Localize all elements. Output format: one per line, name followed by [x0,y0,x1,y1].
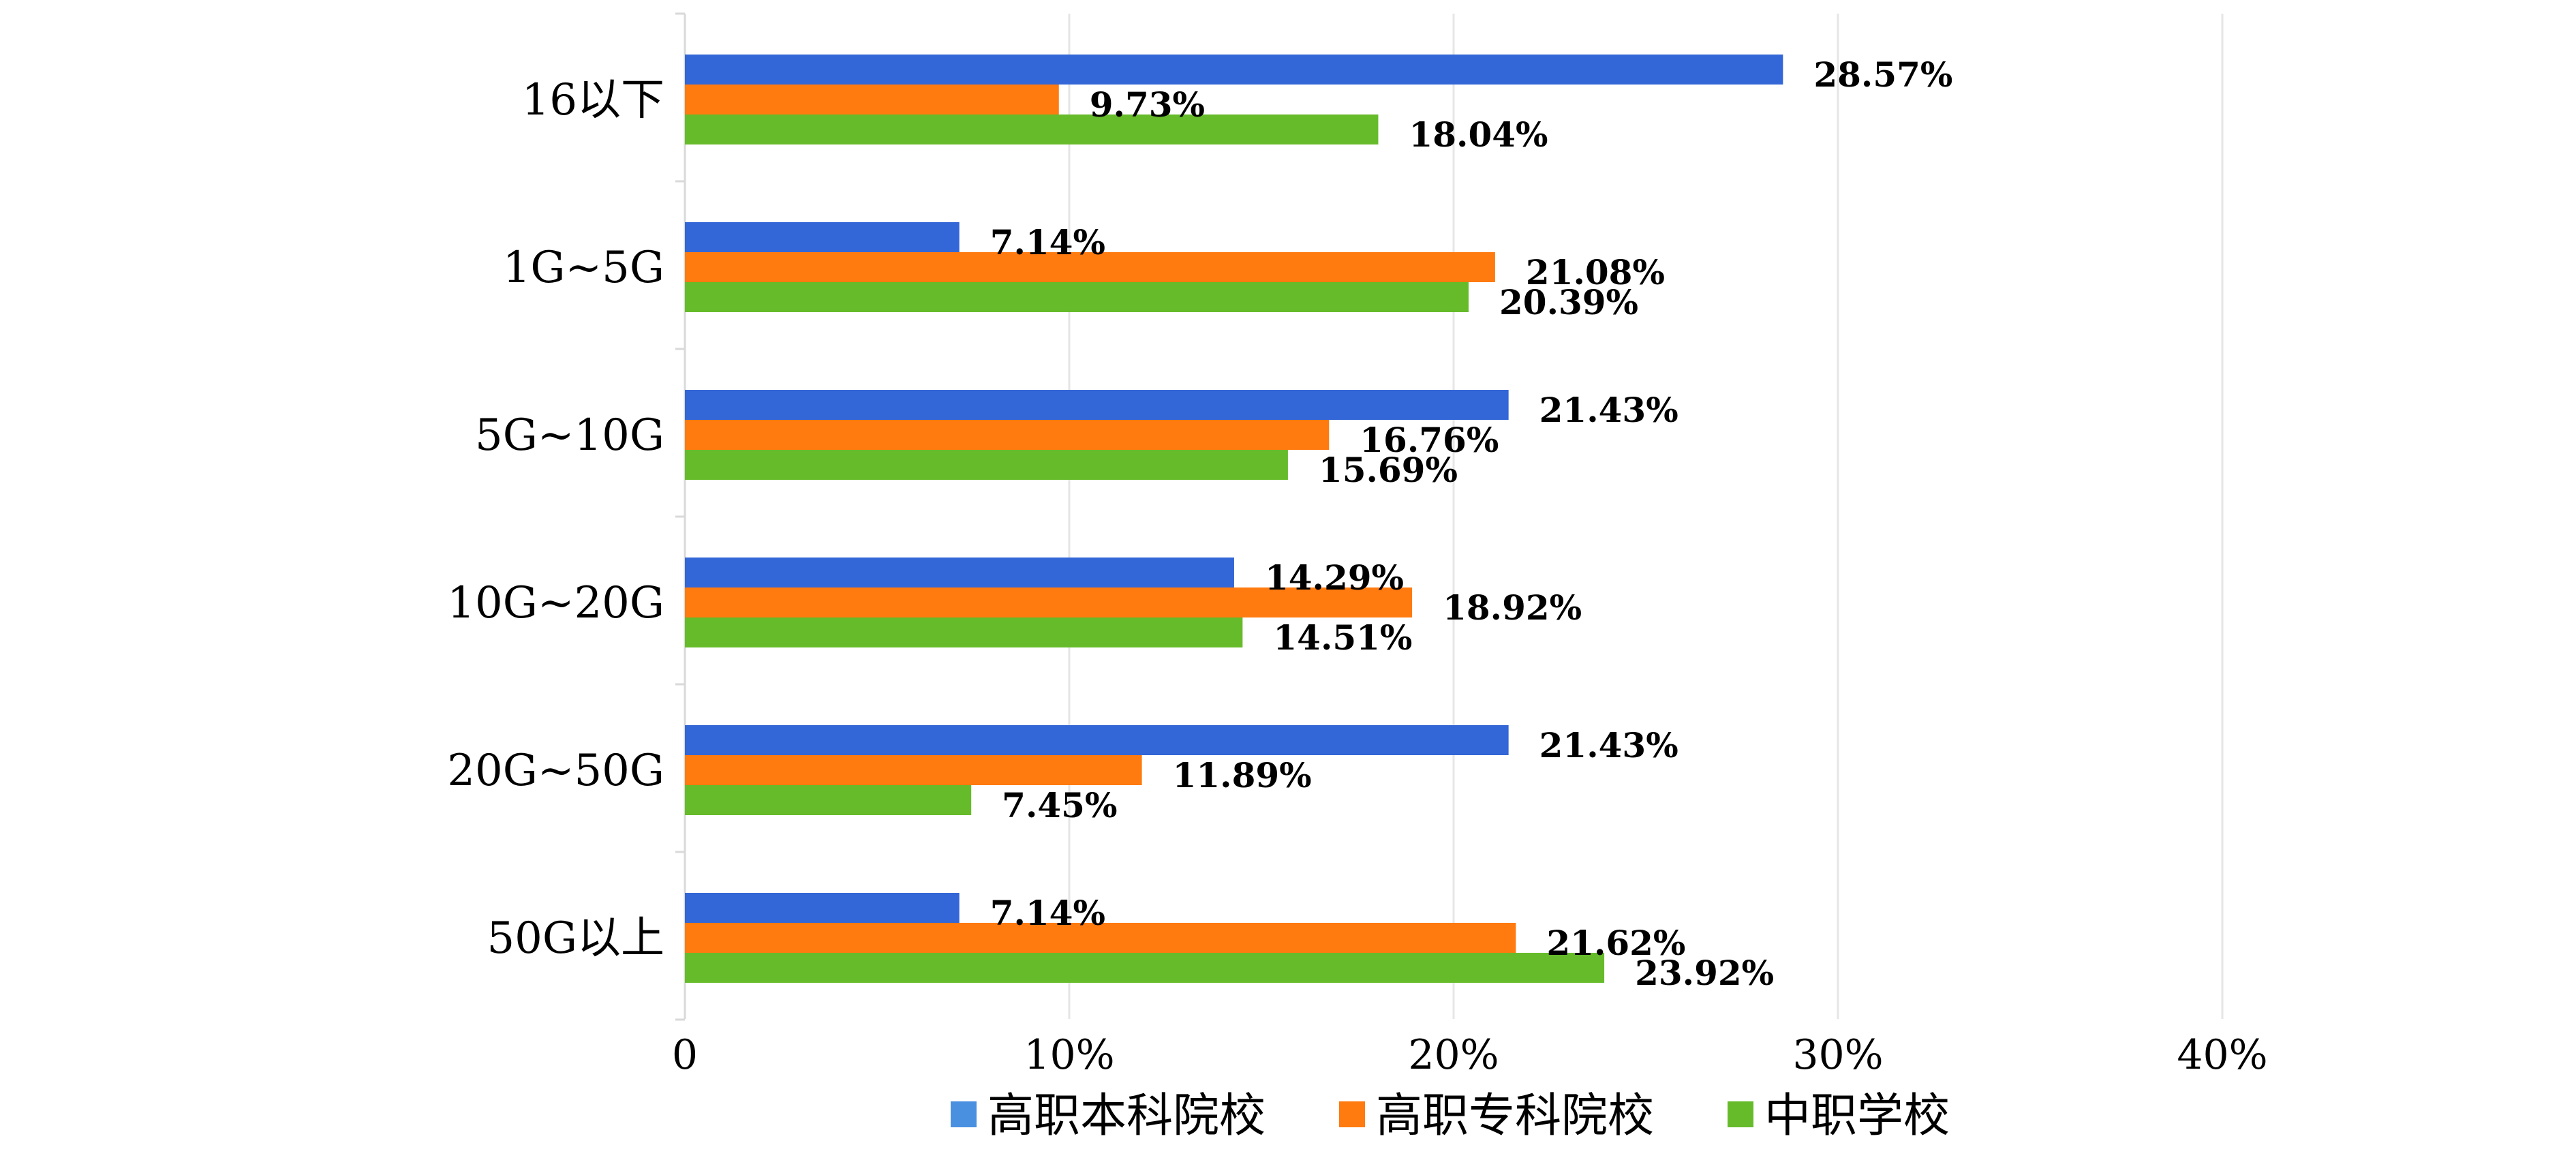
data-label-s1-c3: 18.92% [1443,587,1582,628]
data-label-s1-c0: 9.73% [1090,85,1205,125]
bar-s0-c5 [685,893,960,923]
x-tick-40: 40% [2177,1031,2267,1079]
data-label-s0-c5: 7.14% [990,893,1105,933]
data-label-s1-c1: 21.08% [1526,252,1665,292]
bar-s1-c1 [685,252,1495,282]
category-label-4: 20G~50G [447,746,664,796]
bar-s1-c2 [685,420,1330,450]
legend-swatch-0 [951,1101,977,1127]
bar-s1-c5 [685,923,1516,953]
bar-s0-c1 [685,222,960,252]
legend-label-1: 高职专科院校 [1376,1089,1654,1143]
bar-s1-c4 [685,755,1142,785]
x-tick-10: 10% [1024,1031,1114,1079]
bar-s2-c2 [685,450,1288,480]
bar-s0-c4 [685,725,1509,755]
data-label-s2-c5: 23.92% [1635,953,1774,993]
category-label-3: 10G~20G [447,578,664,628]
y-axis [675,12,686,1021]
data-label-s2-c0: 18.04% [1409,115,1548,155]
legend-label-2: 中职学校 [1764,1089,1950,1143]
data-label-s0-c1: 7.14% [990,222,1105,262]
x-tick-labels: 0 10% 20% 30% 40% [672,1031,2268,1079]
data-label-s0-c4: 21.43% [1539,725,1678,765]
bar-s2-c0 [685,115,1379,144]
data-label-s0-c0: 28.57% [1813,55,1952,95]
data-label-s2-c4: 7.45% [1002,785,1117,825]
category-label-2: 5G~10G [475,410,664,461]
x-tick-20: 20% [1408,1031,1499,1079]
legend-label-0: 高职本科院校 [987,1089,1266,1143]
data-label-s1-c5: 21.62% [1546,923,1685,963]
data-label-s2-c2: 15.69% [1319,450,1458,490]
data-label-s0-c3: 14.29% [1265,558,1404,598]
bar-s1-c0 [685,85,1059,115]
category-labels: 16以下 1G~5G 5G~10G 10G~20G 20G~50G 50G以上 [447,75,664,964]
legend-swatch-2 [1728,1101,1753,1127]
data-label-s1-c2: 16.76% [1360,420,1499,460]
bar-s0-c2 [685,390,1509,420]
data-label-s2-c1: 20.39% [1499,282,1638,322]
x-tick-30: 30% [1792,1031,1883,1079]
data-label-s0-c2: 21.43% [1539,390,1678,430]
bar-s2-c5 [685,953,1605,983]
bar-s1-c3 [685,587,1413,617]
data-label-s1-c4: 11.89% [1173,755,1312,795]
data-label-s2-c3: 14.51% [1273,617,1412,658]
data-labels: 28.57% 9.73% 18.04% 7.14% 21.08%20.39% 21.43%… [990,55,1953,993]
bar-s2-c3 [685,617,1243,647]
category-label-0: 16以下 [522,75,664,125]
gridlines [1068,14,2224,1019]
x-tick-0: 0 [672,1031,698,1079]
bar-s0-c3 [685,558,1234,587]
legend: 高职本科院校 高职专科院校 中职学校 [951,1089,1950,1143]
bar-s2-c1 [685,282,1469,312]
category-label-5: 50G以上 [487,913,664,964]
bars [685,55,1783,983]
bar-s2-c4 [685,785,972,815]
category-label-1: 1G~5G [503,243,664,293]
legend-swatch-1 [1339,1101,1365,1127]
bar-s0-c0 [685,55,1783,85]
